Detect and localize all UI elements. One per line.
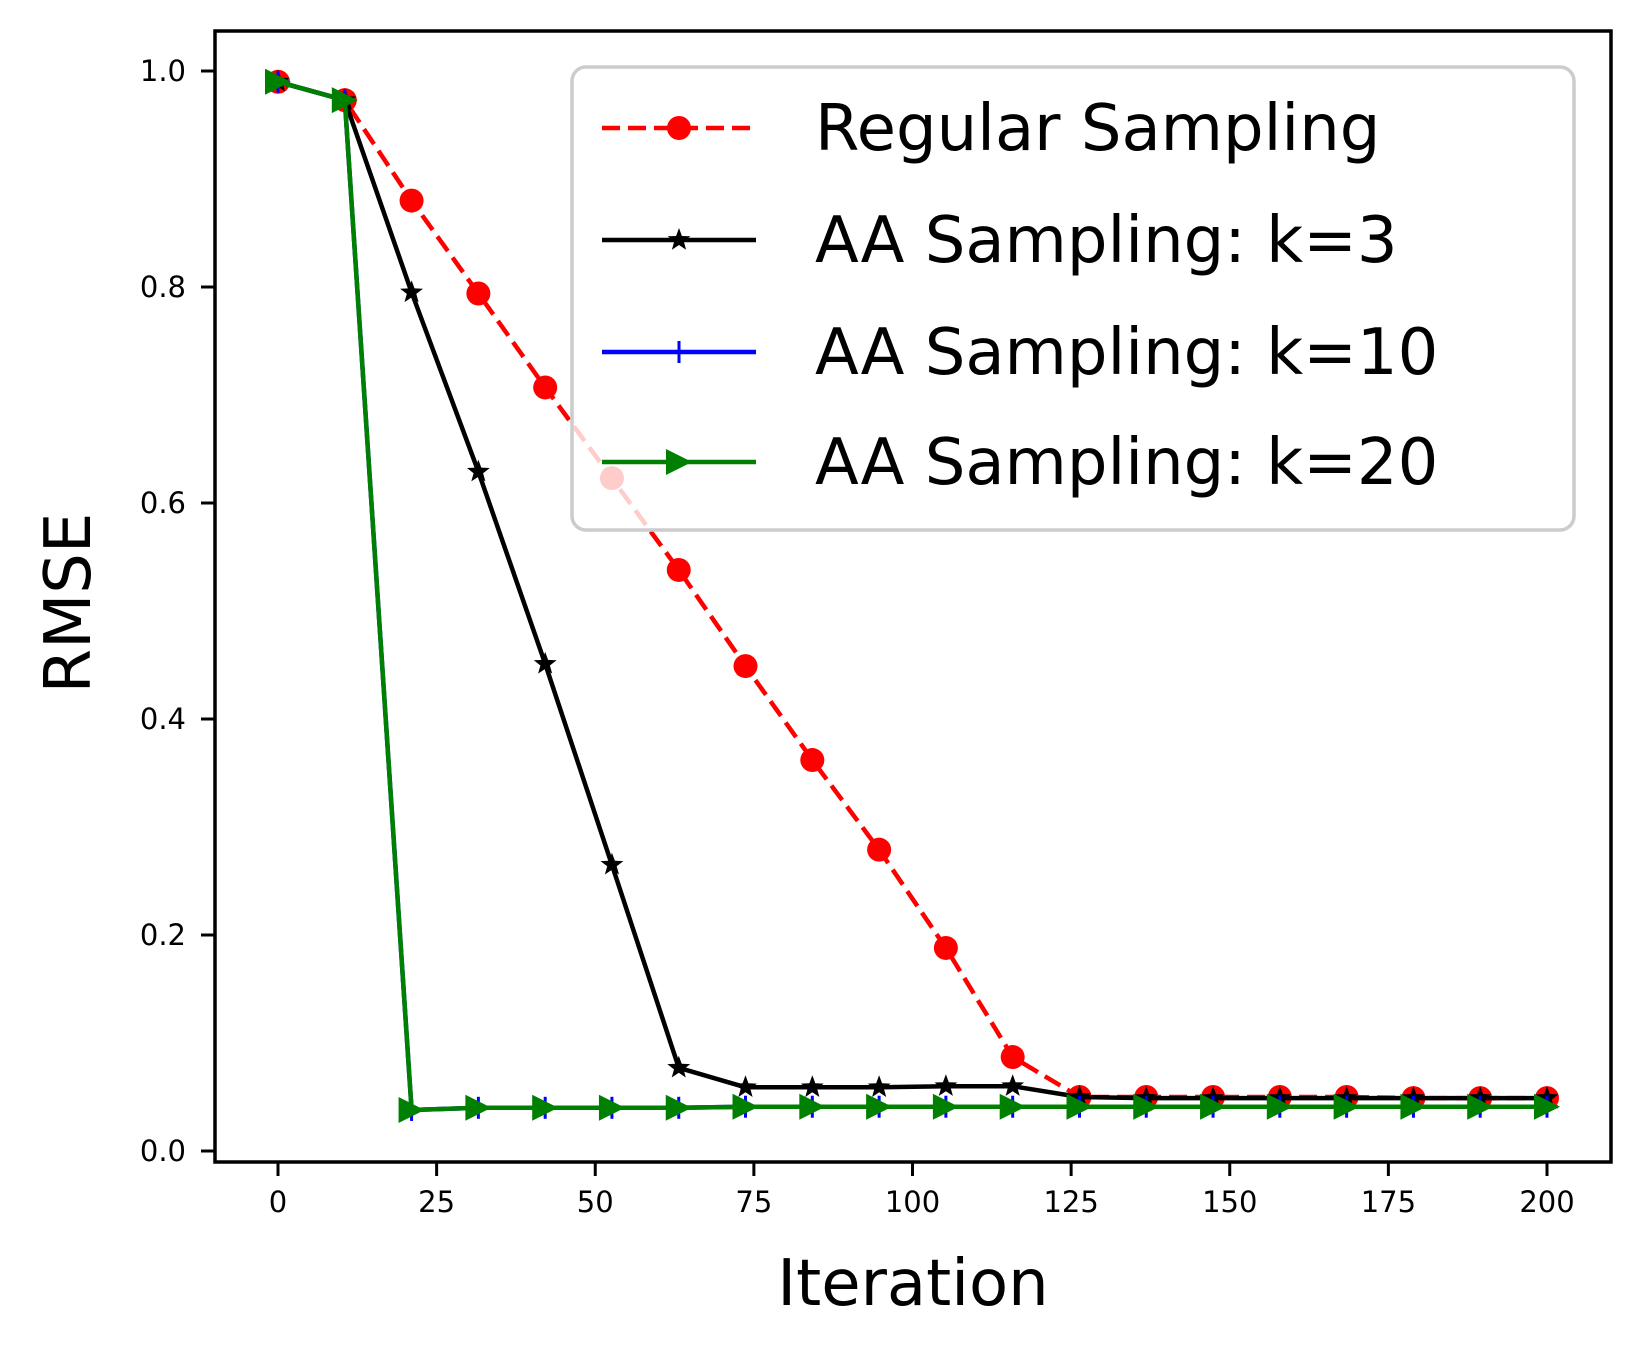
- triangle-marker: [999, 1093, 1026, 1120]
- x-tick-label: 75: [735, 1185, 772, 1219]
- triangle-marker: [932, 1093, 959, 1120]
- star-marker: [467, 459, 490, 482]
- x-tick-label: 150: [1202, 1185, 1257, 1219]
- y-tick-label: 0.6: [140, 486, 186, 520]
- x-tick-label: 175: [1361, 1185, 1416, 1219]
- circle-marker: [399, 188, 424, 213]
- x-tick-label: 50: [577, 1185, 614, 1219]
- star-marker: [400, 280, 423, 303]
- legend-item: Regular Sampling: [602, 92, 1380, 166]
- triangle-marker: [532, 1094, 559, 1121]
- y-tick-label: 0.8: [140, 270, 186, 304]
- circle-marker: [466, 281, 491, 306]
- x-tick-label: 125: [1043, 1185, 1098, 1219]
- triangle-marker: [265, 68, 291, 95]
- circle-marker: [800, 748, 825, 773]
- star-marker: [800, 1075, 824, 1097]
- y-axis-ticks: 0.0 0.2 0.4 0.6 0.8 1.0: [140, 54, 215, 1168]
- triangle-marker: [1266, 1093, 1293, 1120]
- legend-label: AA Sampling: k=20: [815, 426, 1438, 500]
- triangle-marker: [465, 1094, 492, 1121]
- legend-item: AA Sampling: k=3: [602, 204, 1398, 278]
- star-marker: [734, 1075, 757, 1097]
- triangle-marker: [866, 1093, 893, 1120]
- triangle-marker: [1066, 1093, 1093, 1120]
- star-marker: [667, 228, 691, 250]
- x-tick-label: 200: [1519, 1185, 1574, 1219]
- legend-box: [570, 65, 1576, 532]
- triangle-marker: [1133, 1093, 1160, 1120]
- circle-marker: [667, 116, 691, 140]
- circle-marker: [867, 837, 892, 862]
- legend-label: AA Sampling: k=10: [815, 316, 1438, 390]
- x-tick-label: 100: [885, 1185, 940, 1219]
- triangle-marker: [666, 449, 692, 475]
- star-marker: [533, 651, 557, 674]
- series-aa-sampling-k-20: [265, 68, 1560, 1123]
- legend-item: AA Sampling: k=20: [602, 426, 1438, 500]
- y-tick-label: 0.0: [140, 1134, 186, 1168]
- x-axis-ticks: 0 25 50 75 100 125 150 175 200: [269, 1162, 1575, 1219]
- triangle-marker: [331, 87, 358, 114]
- circle-marker: [933, 935, 958, 960]
- star-marker: [867, 1075, 891, 1097]
- triangle-marker: [1333, 1093, 1360, 1120]
- triangle-marker: [398, 1096, 425, 1123]
- x-tick-label: 25: [418, 1185, 455, 1219]
- star-marker: [600, 852, 624, 875]
- x-axis-label: Iteration: [777, 1247, 1048, 1321]
- star-marker: [1001, 1074, 1025, 1096]
- circle-marker: [533, 375, 558, 400]
- legend: Regular Sampling AA Sampling: k=3 AA Sampl…: [570, 65, 1576, 532]
- triangle-marker: [1400, 1093, 1427, 1120]
- circle-marker: [733, 654, 758, 679]
- triangle-marker: [799, 1093, 826, 1120]
- triangle-marker: [1534, 1093, 1560, 1120]
- triangle-marker: [1200, 1093, 1227, 1120]
- legend-label: AA Sampling: k=3: [815, 204, 1398, 278]
- circle-marker: [666, 557, 691, 582]
- triangle-marker: [1467, 1093, 1494, 1120]
- circle-marker: [1000, 1045, 1025, 1070]
- plus-marker: [668, 341, 690, 363]
- triangle-marker: [665, 1094, 692, 1121]
- triangle-marker: [598, 1094, 625, 1121]
- x-tick-label: 0: [269, 1185, 287, 1219]
- y-tick-label: 0.2: [140, 918, 186, 952]
- star-marker: [934, 1074, 958, 1096]
- y-axis-label: RMSE: [32, 513, 106, 694]
- legend-label: Regular Sampling: [815, 92, 1380, 166]
- legend-item: AA Sampling: k=10: [602, 316, 1438, 390]
- star-marker: [667, 1055, 691, 1078]
- y-tick-label: 0.4: [140, 702, 186, 736]
- triangle-marker: [732, 1093, 759, 1120]
- y-tick-label: 1.0: [140, 54, 186, 88]
